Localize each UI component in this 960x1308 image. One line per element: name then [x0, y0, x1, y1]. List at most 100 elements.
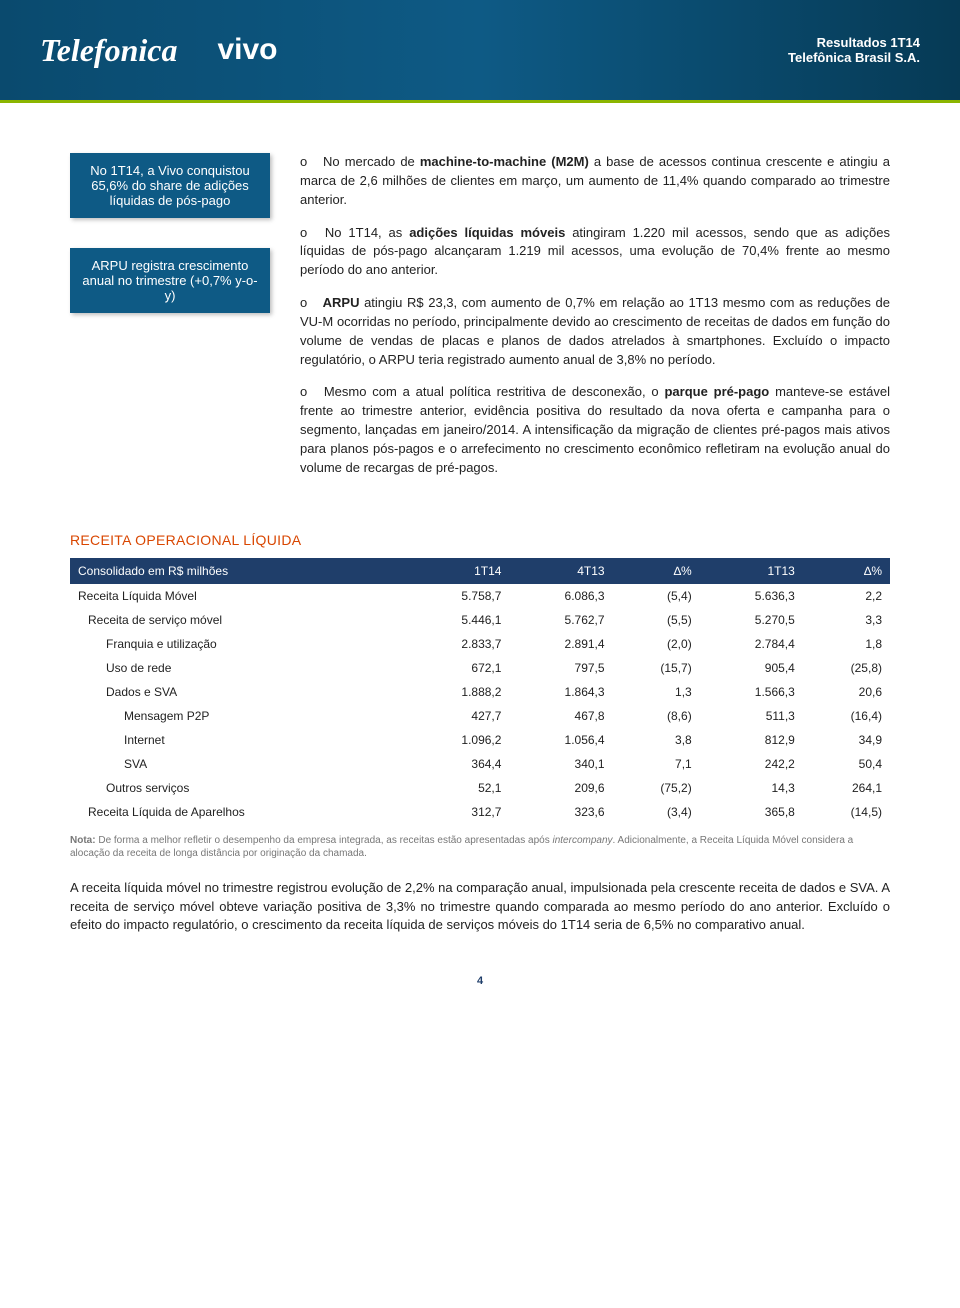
- table-cell: 1.096,2: [406, 728, 509, 752]
- table-cell: (2,0): [613, 632, 700, 656]
- table-row: Mensagem P2P427,7467,8(8,6)511,3(16,4): [70, 704, 890, 728]
- th: 1T13: [700, 558, 803, 584]
- table-cell: 5.446,1: [406, 608, 509, 632]
- table-cell: Internet: [70, 728, 406, 752]
- table-cell: Receita Líquida de Aparelhos: [70, 800, 406, 824]
- para-2: o No 1T14, as adições líquidas móveis at…: [300, 224, 890, 281]
- table-cell: 209,6: [509, 776, 612, 800]
- table-cell: (3,4): [613, 800, 700, 824]
- table-cell: Outros serviços: [70, 776, 406, 800]
- table-cell: 2,2: [803, 584, 890, 608]
- list-marker: o: [300, 224, 318, 243]
- header-line1: Resultados 1T14: [788, 35, 920, 50]
- table-cell: 5.270,5: [700, 608, 803, 632]
- table-cell: 323,6: [509, 800, 612, 824]
- table-row: Receita de serviço móvel5.446,15.762,7(5…: [70, 608, 890, 632]
- table-cell: 3,3: [803, 608, 890, 632]
- table-cell: (75,2): [613, 776, 700, 800]
- list-marker: o: [300, 294, 318, 313]
- table-cell: 1.864,3: [509, 680, 612, 704]
- table-cell: 7,1: [613, 752, 700, 776]
- table-cell: 905,4: [700, 656, 803, 680]
- page-body: No 1T14, a Vivo conquistou 65,6% do shar…: [0, 103, 960, 1017]
- p4-b: parque pré-pago: [664, 384, 769, 399]
- table-row: Receita Líquida Móvel5.758,76.086,3(5,4)…: [70, 584, 890, 608]
- revenue-table: Consolidado em R$ milhões 1T14 4T13 ∆% 1…: [70, 558, 890, 824]
- p2-b: adições líquidas móveis: [409, 225, 565, 240]
- note-c: intercompany: [553, 835, 613, 846]
- body-paragraph: A receita líquida móvel no trimestre reg…: [70, 879, 890, 936]
- table-cell: 3,8: [613, 728, 700, 752]
- table-cell: 5.762,7: [509, 608, 612, 632]
- th: Consolidado em R$ milhões: [70, 558, 406, 584]
- table-cell: 242,2: [700, 752, 803, 776]
- table-cell: (14,5): [803, 800, 890, 824]
- callout-2: ARPU registra crescimento anual no trime…: [70, 248, 270, 313]
- table-note: Nota: De forma a melhor refletir o desem…: [70, 834, 890, 861]
- table-cell: Uso de rede: [70, 656, 406, 680]
- th: 1T14: [406, 558, 509, 584]
- table-cell: (16,4): [803, 704, 890, 728]
- table-row: Uso de rede672,1797,5(15,7)905,4(25,8): [70, 656, 890, 680]
- note-b: De forma a melhor refletir o desempenho …: [96, 835, 553, 846]
- table-cell: (5,5): [613, 608, 700, 632]
- table-cell: (25,8): [803, 656, 890, 680]
- left-column: No 1T14, a Vivo conquistou 65,6% do shar…: [70, 153, 270, 492]
- table-cell: (8,6): [613, 704, 700, 728]
- table-cell: 797,5: [509, 656, 612, 680]
- callout-1: No 1T14, a Vivo conquistou 65,6% do shar…: [70, 153, 270, 218]
- page-number: 4: [70, 975, 890, 987]
- list-marker: o: [300, 153, 318, 172]
- p1-b: machine-to-machine (M2M): [420, 154, 589, 169]
- th: 4T13: [509, 558, 612, 584]
- table-cell: 1.566,3: [700, 680, 803, 704]
- header-right: Resultados 1T14 Telefônica Brasil S.A.: [788, 35, 920, 65]
- table-cell: 20,6: [803, 680, 890, 704]
- list-marker: o: [300, 383, 318, 402]
- p4-a: Mesmo com a atual política restritiva de…: [324, 384, 665, 399]
- note-a: Nota:: [70, 835, 96, 846]
- vivo-logo: vivo: [217, 33, 277, 67]
- table-cell: 5.636,3: [700, 584, 803, 608]
- p1-a: No mercado de: [323, 154, 420, 169]
- table-cell: 1,3: [613, 680, 700, 704]
- table-cell: 2.833,7: [406, 632, 509, 656]
- para-4: o Mesmo com a atual política restritiva …: [300, 383, 890, 477]
- table-cell: 511,3: [700, 704, 803, 728]
- table-cell: 1.056,4: [509, 728, 612, 752]
- table-header-row: Consolidado em R$ milhões 1T14 4T13 ∆% 1…: [70, 558, 890, 584]
- table-cell: 2.784,4: [700, 632, 803, 656]
- table-cell: 365,8: [700, 800, 803, 824]
- th: ∆%: [803, 558, 890, 584]
- logos: Telefonica vivo: [40, 32, 277, 69]
- table-cell: (15,7): [613, 656, 700, 680]
- two-column-block: No 1T14, a Vivo conquistou 65,6% do shar…: [70, 153, 890, 492]
- table-cell: Dados e SVA: [70, 680, 406, 704]
- table-cell: 467,8: [509, 704, 612, 728]
- table-cell: Receita Líquida Móvel: [70, 584, 406, 608]
- para-3: o ARPU atingiu R$ 23,3, com aumento de 0…: [300, 294, 890, 369]
- table-cell: 2.891,4: [509, 632, 612, 656]
- table-cell: 34,9: [803, 728, 890, 752]
- p3-b: atingiu R$ 23,3, com aumento de 0,7% em …: [300, 295, 890, 367]
- table-cell: 6.086,3: [509, 584, 612, 608]
- table-cell: Franquia e utilização: [70, 632, 406, 656]
- table-cell: 340,1: [509, 752, 612, 776]
- right-column: o No mercado de machine-to-machine (M2M)…: [300, 153, 890, 492]
- table-cell: 5.758,7: [406, 584, 509, 608]
- table-cell: 812,9: [700, 728, 803, 752]
- table-cell: 312,7: [406, 800, 509, 824]
- table-row: Receita Líquida de Aparelhos312,7323,6(3…: [70, 800, 890, 824]
- table-row: Internet1.096,21.056,43,8812,934,9: [70, 728, 890, 752]
- table-cell: 427,7: [406, 704, 509, 728]
- p3-a: ARPU: [323, 295, 360, 310]
- table-row: Outros serviços52,1209,6(75,2)14,3264,1: [70, 776, 890, 800]
- table-cell: Receita de serviço móvel: [70, 608, 406, 632]
- table-cell: 264,1: [803, 776, 890, 800]
- table-cell: SVA: [70, 752, 406, 776]
- table-row: Dados e SVA1.888,21.864,31,31.566,320,6: [70, 680, 890, 704]
- table-cell: 1.888,2: [406, 680, 509, 704]
- header-line2: Telefônica Brasil S.A.: [788, 50, 920, 65]
- page-header: Telefonica vivo Resultados 1T14 Telefôni…: [0, 0, 960, 100]
- th: ∆%: [613, 558, 700, 584]
